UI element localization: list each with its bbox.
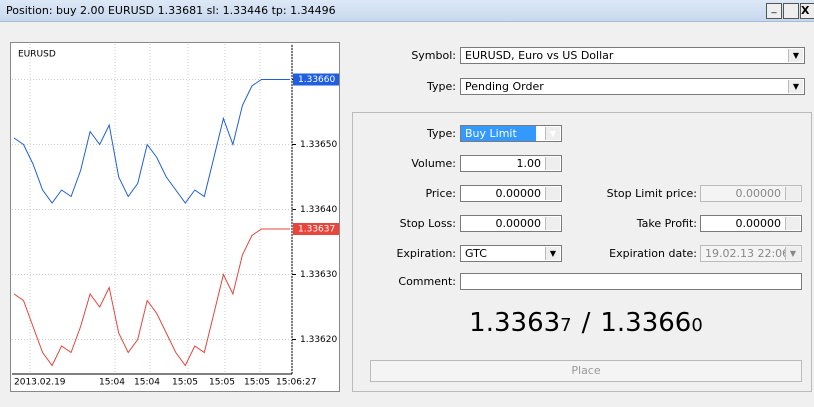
dropdown-arrow[interactable]: ▼ (788, 49, 803, 62)
quote-part: 1.3366 (600, 308, 692, 338)
field-label: Stop Loss: (399, 217, 456, 230)
field-label: Expiration: (396, 247, 456, 260)
window-title: Position: buy 2.00 EURUSD 1.33681 sl: 1.… (6, 4, 336, 17)
field-label: Symbol: (411, 49, 456, 62)
field-label: Type: (427, 127, 456, 140)
x-tick-label: 15:06:27 (276, 378, 316, 388)
chart-symbol: EURUSD (18, 50, 56, 60)
current-price-label: 1.33660 (298, 75, 335, 85)
quote-part: 7 (560, 315, 572, 336)
field-label: Price: (425, 187, 456, 200)
comment-field[interactable] (460, 273, 802, 290)
price-line (13, 228, 290, 367)
spinner[interactable] (545, 217, 560, 230)
order-panel (352, 112, 812, 392)
input-field[interactable]: 0.00000 (460, 185, 562, 202)
field-label: Comment: (398, 275, 456, 288)
tick-chart: EURUSD 1.33660 1.33650 1.33640 1.33630 1.336… (10, 42, 340, 392)
input-field[interactable]: 19.02.13 22:06 ▼ (700, 245, 802, 262)
y-tick-label: 1.33640 (300, 205, 337, 215)
field-label: Stop Limit price: (606, 187, 697, 200)
input-field[interactable]: Pending Order ▼ (460, 78, 805, 95)
current-price-box (293, 73, 339, 86)
title-bar: Position: buy 2.00 EURUSD 1.33681 sl: 1.… (0, 0, 814, 22)
quote-part: 0 (691, 315, 703, 336)
y-tick-label: 1.33630 (300, 270, 337, 280)
input-field[interactable]: GTC ▼ (460, 245, 562, 262)
input-field[interactable]: 1.00 (460, 155, 562, 172)
x-tick-label: 15:04 (134, 378, 160, 388)
quote-part: / (581, 308, 591, 338)
x-tick-label: 15:05 (244, 378, 270, 388)
quote-part: 1.3363 (469, 308, 561, 338)
input-field[interactable]: 0.00000 (700, 185, 802, 202)
x-tick-label: 15:05 (172, 378, 198, 388)
x-tick-label: 2013.02.19 (14, 378, 66, 388)
y-tick-label: 1.33620 (300, 335, 337, 345)
dropdown-arrow[interactable]: ▼ (788, 80, 803, 93)
dropdown-arrow[interactable]: ▼ (785, 247, 800, 260)
current-price-label: 1.33637 (298, 225, 335, 235)
spinner[interactable] (785, 217, 800, 230)
spinner[interactable] (545, 187, 560, 200)
field-label: Type: (427, 80, 456, 93)
quote: 1.33637 / 1.33660 (360, 308, 812, 338)
current-price-box (293, 223, 339, 235)
chart-frame (10, 42, 340, 392)
maximize-button[interactable] (783, 3, 799, 19)
x-tick-label: 15:04 (99, 378, 125, 388)
field-label: Take Profit: (636, 217, 697, 230)
field-label: Volume: (411, 157, 456, 170)
y-tick-label: 1.33650 (300, 140, 337, 150)
dropdown-arrow[interactable]: ▼ (545, 127, 560, 140)
input-field[interactable]: 0.00000 (460, 215, 562, 232)
x-tick-label: 15:05 (209, 378, 235, 388)
field-label: Expiration date: (609, 247, 697, 260)
input-field[interactable]: 0.00000 (700, 215, 802, 232)
input-field[interactable]: Buy Limit ▼ (460, 125, 562, 142)
input-field[interactable]: EURUSD, Euro vs US Dollar ▼ (460, 47, 805, 64)
close-button[interactable]: X (800, 3, 814, 19)
spinner[interactable] (545, 157, 560, 170)
place-button[interactable]: Place (370, 360, 802, 382)
dropdown-arrow[interactable]: ▼ (545, 247, 560, 260)
minimize-button[interactable]: _ (766, 3, 782, 19)
spinner[interactable] (785, 187, 800, 200)
price-line (13, 79, 290, 204)
